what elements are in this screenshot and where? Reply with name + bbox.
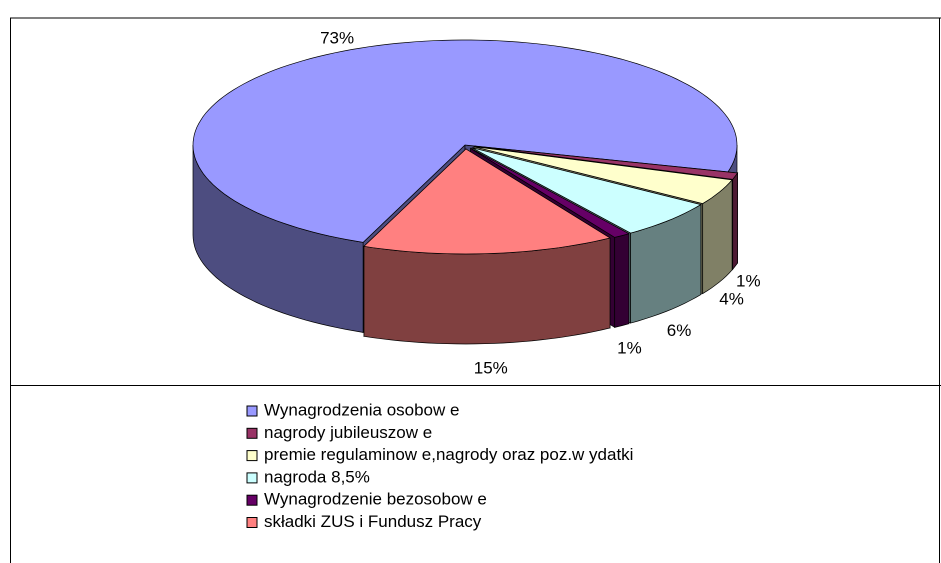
slice bbox=[473, 146, 733, 204]
slice bbox=[472, 147, 702, 234]
legend-swatch bbox=[246, 472, 258, 484]
legend-swatch bbox=[246, 450, 258, 462]
slice bbox=[192, 39, 738, 243]
legend-swatch bbox=[246, 427, 258, 439]
data-label: 73% bbox=[320, 28, 354, 47]
data-label: 15% bbox=[474, 359, 508, 378]
legend-label: Wynagrodzenie bezosobow e bbox=[264, 490, 487, 509]
legend-label: Wynagrodzenia osobow e bbox=[264, 400, 459, 419]
legend-swatch bbox=[246, 517, 258, 528]
data-label: 1% bbox=[736, 272, 761, 291]
data-label: 1% bbox=[617, 338, 642, 357]
legend-swatch bbox=[246, 405, 258, 417]
legend-label: premie regulaminow e,nagrody oraz poz.w … bbox=[264, 445, 633, 464]
data-label: 6% bbox=[667, 321, 692, 340]
data-label: 4% bbox=[719, 289, 744, 308]
legend-label: nagrody jubileuszow e bbox=[264, 423, 432, 442]
slice-side bbox=[732, 171, 738, 271]
slice bbox=[474, 145, 739, 180]
legend-label: nagroda 8,5% bbox=[264, 467, 370, 486]
slice bbox=[470, 147, 630, 238]
slice-side bbox=[614, 233, 630, 328]
legend-swatch bbox=[246, 494, 258, 506]
legend-label: składki ZUS i Fundusz Pracy bbox=[264, 512, 482, 531]
slice bbox=[363, 148, 611, 255]
